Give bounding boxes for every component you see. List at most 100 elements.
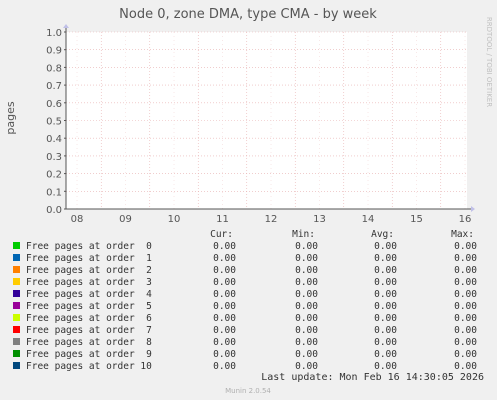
legend-value: 0.00 [374,241,397,252]
legend-label: Free pages at order 10 [26,361,152,372]
legend-value: 0.00 [213,265,236,276]
y-tick-label: 0.4 [46,134,62,145]
legend-header: Max: [451,229,474,240]
legend-value: 0.00 [454,349,477,360]
legend-header: Min: [292,229,315,240]
legend-value: 0.00 [374,289,397,300]
legend-value: 0.00 [295,337,318,348]
legend-header: Avg: [371,229,394,240]
y-axis-label: pages [4,101,17,134]
legend-value: 0.00 [213,253,236,264]
legend-label: Free pages at order 4 [26,289,152,300]
legend-value: 0.00 [454,301,477,312]
y-tick-label: 0.5 [46,117,62,128]
legend-swatch [13,314,20,321]
legend-value: 0.00 [213,313,236,324]
legend-value: 0.00 [454,241,477,252]
legend-value: 0.00 [213,349,236,360]
y-tick-label: 0.0 [46,205,62,216]
legend-label: Free pages at order 1 [26,253,152,264]
legend-label: Free pages at order 3 [26,277,152,288]
legend-label: Free pages at order 9 [26,349,152,360]
legend-swatch [13,362,20,369]
legend-value: 0.00 [454,253,477,264]
legend-swatch [13,338,20,345]
y-tick-label: 0.8 [46,63,62,74]
legend-value: 0.00 [295,277,318,288]
y-tick-label: 0.9 [46,46,62,57]
legend-value: 0.00 [295,289,318,300]
x-tick-label: 16 [459,214,472,225]
legend-label: Free pages at order 8 [26,337,152,348]
rrdtool-credit: RRDTOOL / TOBI OETIKER [485,17,493,107]
legend-value: 0.00 [454,313,477,324]
axes [63,24,475,212]
legend-label: Free pages at order 6 [26,313,152,324]
legend-value: 0.00 [295,313,318,324]
x-tick-label: 13 [313,214,326,225]
legend-value: 0.00 [374,361,397,372]
legend-value: 0.00 [295,349,318,360]
y-tick-label: 0.7 [46,81,62,92]
x-tick-label: 11 [216,214,229,225]
legend-value: 0.00 [454,289,477,300]
legend-swatch [13,302,20,309]
legend-swatch [13,350,20,357]
legend-value: 0.00 [295,253,318,264]
legend-value: 0.00 [454,265,477,276]
legend-value: 0.00 [374,313,397,324]
legend-header: Cur: [210,229,233,240]
legend: Cur: Min: Avg: Max: Free pages at order 0 0.0… [13,229,477,372]
legend-value: 0.00 [374,277,397,288]
legend-swatch [13,290,20,297]
x-tick-label: 12 [265,214,278,225]
legend-value: 0.00 [213,325,236,336]
y-tick-label: 1.0 [46,28,62,39]
legend-value: 0.00 [454,325,477,336]
legend-value: 0.00 [295,265,318,276]
x-tick-label: 09 [119,214,132,225]
legend-value: 0.00 [374,253,397,264]
x-ticks: 08 09 10 11 12 13 14 15 16 [71,214,472,225]
legend-value: 0.00 [295,361,318,372]
legend-value: 0.00 [295,301,318,312]
legend-label: Free pages at order 7 [26,325,152,336]
legend-value: 0.00 [374,301,397,312]
legend-swatch [13,242,20,249]
y-tick-label: 0.3 [46,152,62,163]
last-update: Last update: Mon Feb 16 14:30:05 2026 [261,372,484,383]
legend-value: 0.00 [454,361,477,372]
legend-value: 0.00 [454,277,477,288]
legend-swatch [13,278,20,285]
legend-label: Free pages at order 0 [26,241,152,252]
legend-swatch [13,326,20,333]
x-tick-label: 08 [71,214,84,225]
x-tick-label: 10 [168,214,181,225]
legend-value: 0.00 [213,337,236,348]
x-tick-label: 15 [410,214,423,225]
y-axis-arrow-icon [63,24,69,28]
legend-label: Free pages at order 2 [26,265,152,276]
legend-value: 0.00 [295,325,318,336]
y-tick-label: 0.2 [46,170,62,181]
legend-value: 0.00 [213,289,236,300]
legend-value: 0.00 [213,241,236,252]
legend-value: 0.00 [374,337,397,348]
legend-value: 0.00 [295,241,318,252]
x-axis-arrow-icon [471,206,475,212]
legend-label: Free pages at order 5 [26,301,152,312]
legend-value: 0.00 [454,337,477,348]
legend-value: 0.00 [374,325,397,336]
y-tick-label: 0.6 [46,99,62,110]
legend-swatch [13,266,20,273]
legend-swatch [13,254,20,261]
x-tick-label: 14 [362,214,375,225]
y-tick-label: 0.1 [46,187,62,198]
legend-value: 0.00 [374,265,397,276]
chart-title: Node 0, zone DMA, type CMA - by week [119,7,377,22]
legend-value: 0.00 [213,301,236,312]
legend-value: 0.00 [213,277,236,288]
munin-version: Munin 2.0.54 [225,387,271,395]
legend-value: 0.00 [213,361,236,372]
